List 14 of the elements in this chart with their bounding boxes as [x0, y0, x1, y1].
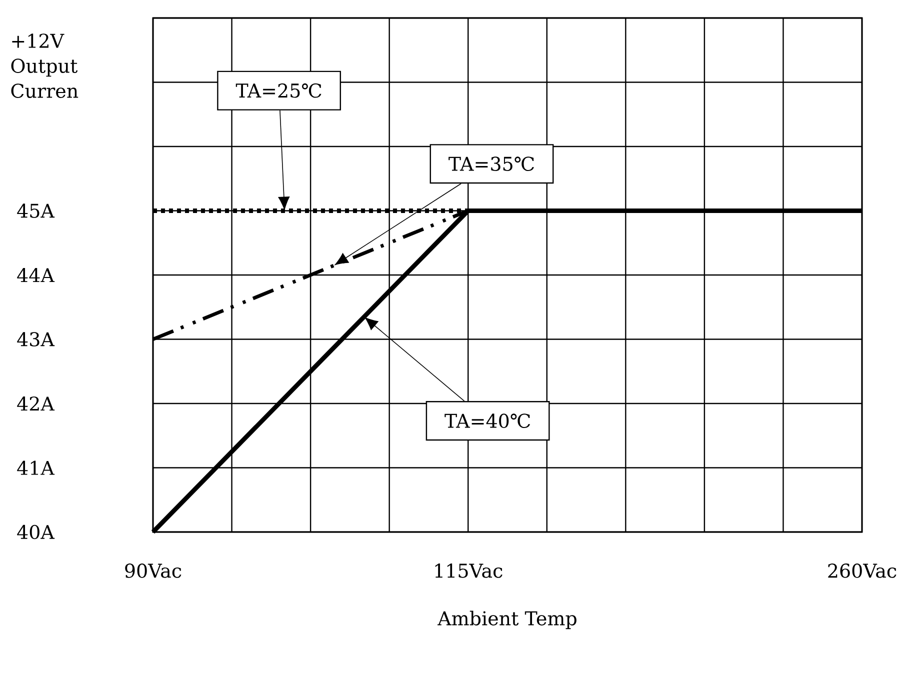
y-tick-label: 40A [17, 524, 55, 540]
x-tick-label: 115Vac [435, 564, 502, 578]
x-tick-label: 260Vac [828, 564, 896, 578]
text: TA=25℃ [236, 83, 322, 98]
x-axis-title: Ambient Temp [438, 610, 576, 630]
y-tick-label: 43A [17, 332, 55, 346]
y-tick-label: 42A [17, 396, 55, 411]
y-tick-label: 44A [17, 268, 55, 282]
x-tick-label: 90Vac [125, 564, 182, 578]
y-tick-label: 45A [17, 204, 55, 218]
text: TA=35℃ [448, 156, 534, 172]
text: TA=40℃ [444, 414, 530, 428]
y-axis-title: +12V Output Curren [11, 34, 78, 98]
y-tick-label: 41A [17, 460, 55, 475]
